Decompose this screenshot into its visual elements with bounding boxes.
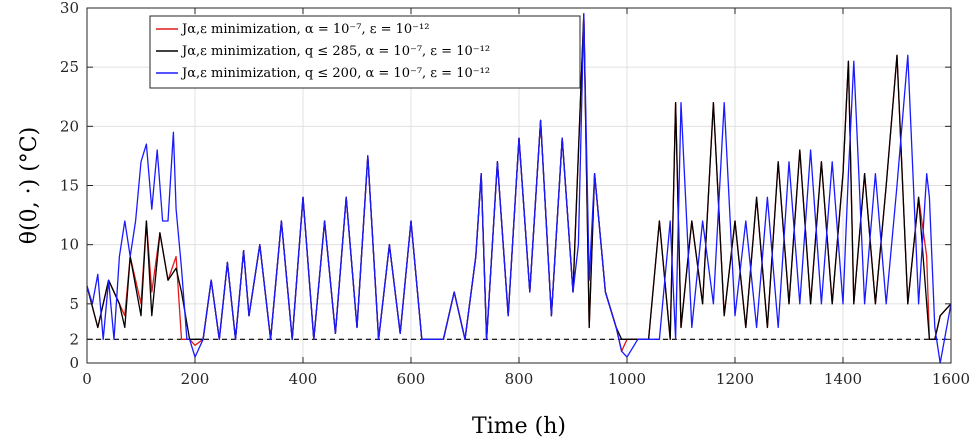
x-tick-label: 200	[181, 370, 210, 388]
legend: Jα,ε minimization, α = 10⁻⁷, ε = 10⁻¹² Jα…	[149, 15, 581, 89]
legend-entry: Jα,ε minimization, q ≤ 285, α = 10⁻⁷, ε …	[180, 44, 490, 59]
x-tick-label: 0	[82, 370, 92, 388]
series-line-3	[86, 13, 952, 364]
x-tick-label: 1400	[824, 370, 862, 388]
y-tick-label: 20	[60, 117, 79, 135]
y-axis-label: θ(0, ·) (°C)	[17, 127, 42, 244]
series-layer	[86, 13, 952, 364]
x-tick-label: 1600	[932, 370, 970, 388]
x-axis-label: Time (h)	[472, 414, 566, 439]
x-tick-label: 1200	[716, 370, 754, 388]
x-tick-label: 1000	[608, 370, 646, 388]
y-tick-label: 30	[60, 0, 79, 17]
legend-box	[149, 15, 581, 89]
legend-entry: Jα,ε minimization, α = 10⁻⁷, ε = 10⁻¹²	[180, 22, 429, 37]
y-tick-label: 2	[69, 330, 79, 348]
ticks-layer: 0 200 400 600 800 1000 1200 1400 160002510152025…	[60, 0, 970, 388]
y-tick-label: 5	[69, 295, 79, 313]
x-tick-label: 800	[505, 370, 534, 388]
x-tick-label: 400	[289, 370, 318, 388]
y-tick-label: 0	[69, 354, 79, 372]
x-tick-label: 600	[397, 370, 426, 388]
y-tick-label: 25	[60, 58, 79, 76]
y-tick-label: 15	[60, 177, 79, 195]
legend-entry: Jα,ε minimization, q ≤ 200, α = 10⁻⁷, ε …	[180, 66, 490, 81]
y-tick-label: 10	[60, 236, 79, 254]
